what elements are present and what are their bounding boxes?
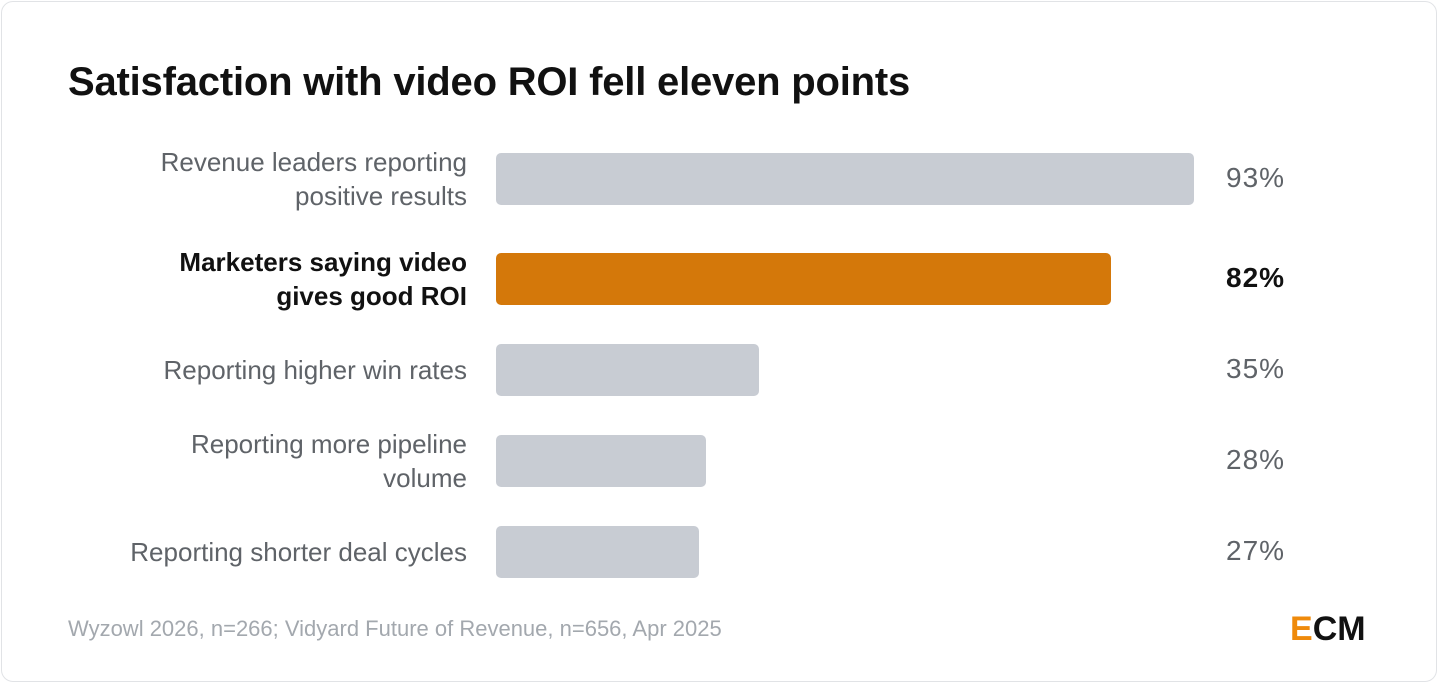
bar-track bbox=[496, 526, 1246, 578]
bar-track bbox=[496, 253, 1246, 305]
category-label-line: Reporting more pipeline bbox=[190, 429, 467, 459]
category-label: Reporting shorter deal cycles bbox=[47, 518, 467, 586]
category-label-line: volume bbox=[383, 463, 467, 493]
bar-track bbox=[496, 435, 1246, 487]
category-label: Marketers saying video gives good ROI bbox=[47, 245, 467, 313]
value-label: 28% bbox=[1226, 444, 1286, 475]
bar-track bbox=[496, 344, 1246, 396]
bar bbox=[496, 526, 699, 578]
category-label-line: Marketers saying video bbox=[179, 247, 467, 277]
category-label: Reporting higher win rates bbox=[47, 336, 468, 404]
category-label: Revenue leaders reporting positive result… bbox=[47, 145, 467, 213]
category-label-line: Reporting shorter deal cycles bbox=[130, 537, 467, 567]
source-note: Wyzowl 2026, n=266; Vidyard Future of Re… bbox=[68, 616, 722, 641]
bar bbox=[496, 153, 1194, 205]
category-label-line: Revenue leaders reporting bbox=[160, 147, 467, 177]
category-label-line: gives good ROI bbox=[276, 281, 467, 311]
category-label-line: positive results bbox=[295, 181, 467, 211]
value-label: 93% bbox=[1226, 162, 1286, 193]
value-label: 35% bbox=[1226, 353, 1286, 384]
value-label: 82% bbox=[1226, 262, 1286, 293]
logo-letters-cm: CM bbox=[1312, 610, 1366, 648]
bar-highlight bbox=[496, 253, 1111, 305]
logo-letter-e: E bbox=[1290, 610, 1313, 648]
category-label: Reporting more pipeline volume bbox=[47, 427, 467, 495]
bar-track bbox=[496, 153, 1246, 205]
bar bbox=[496, 344, 759, 396]
value-label: 27% bbox=[1226, 535, 1286, 566]
chart-title: Satisfaction with video ROI fell eleven … bbox=[68, 60, 911, 104]
category-label-line: Reporting higher win rates bbox=[163, 355, 468, 385]
bar bbox=[496, 435, 706, 487]
ecm-logo: ECM bbox=[1290, 610, 1366, 649]
